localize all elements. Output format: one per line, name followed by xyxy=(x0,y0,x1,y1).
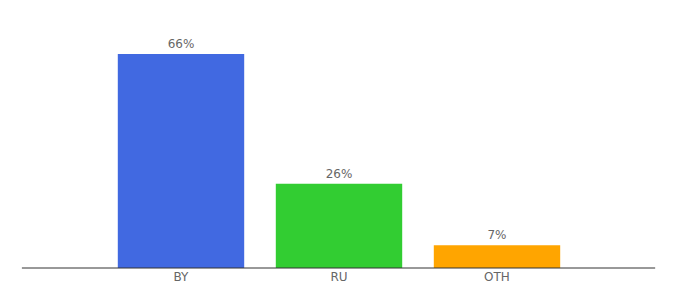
svg-text:OTH: OTH xyxy=(484,270,510,284)
svg-text:RU: RU xyxy=(330,270,347,284)
svg-text:BY: BY xyxy=(174,270,190,284)
svg-text:7%: 7% xyxy=(487,228,506,242)
svg-text:26%: 26% xyxy=(326,167,353,181)
svg-text:66%: 66% xyxy=(168,37,195,51)
